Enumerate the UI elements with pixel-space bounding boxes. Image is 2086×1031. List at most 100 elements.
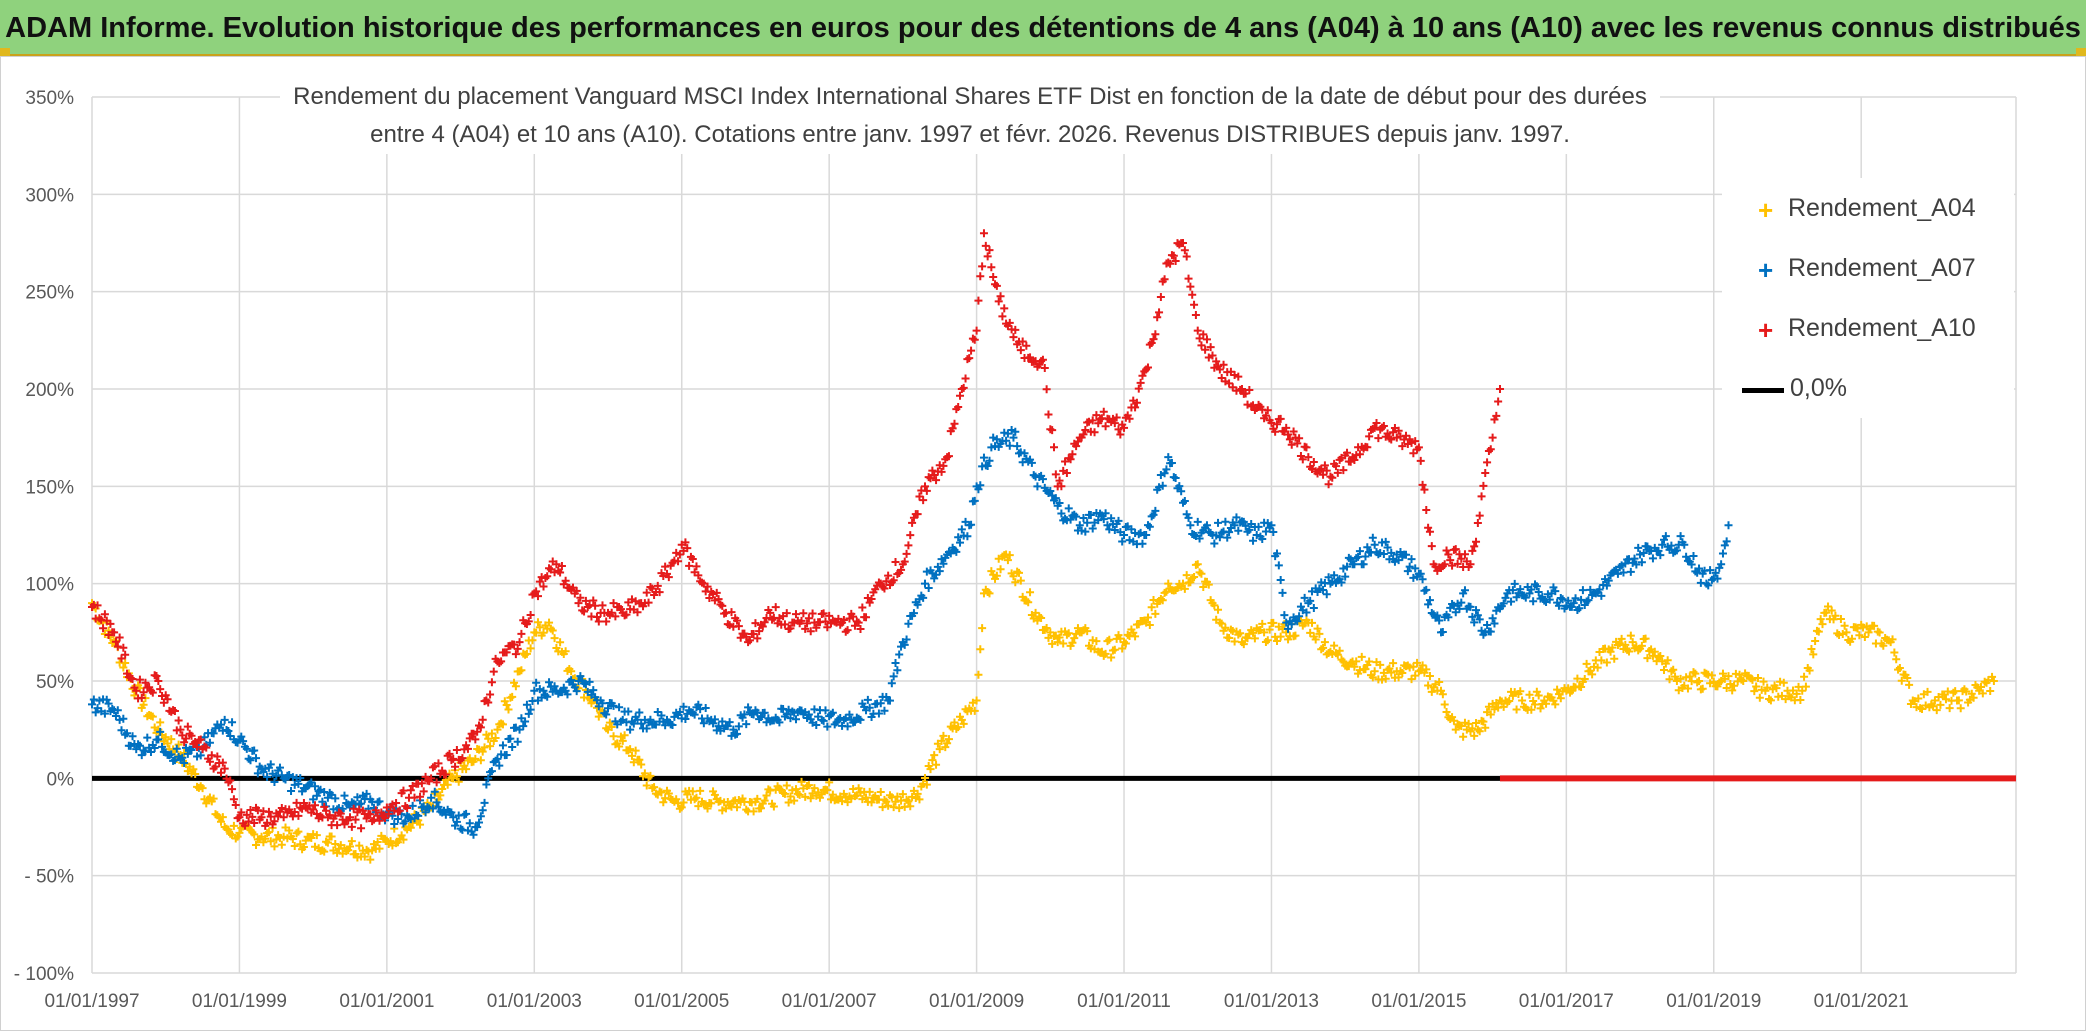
x-tick-label: 01/01/1999 — [192, 991, 287, 1012]
data-point-fill — [266, 760, 275, 769]
data-point-fill — [920, 774, 929, 783]
x-tick-label: 01/01/2011 — [1077, 991, 1171, 1012]
data-point-fill — [163, 695, 172, 704]
data-point — [1193, 326, 1202, 335]
data-point-fill — [1588, 670, 1597, 679]
data-point-fill — [959, 383, 968, 392]
data-point-fill — [1230, 637, 1239, 646]
data-point-fill — [1204, 580, 1213, 589]
data-point-fill — [1328, 473, 1337, 482]
x-tick-label: 01/01/2019 — [1666, 991, 1761, 1012]
data-point-fill — [1483, 621, 1492, 630]
x-tick-label: 01/01/1997 — [44, 991, 139, 1012]
data-point-fill — [375, 844, 384, 853]
data-point-fill — [1372, 418, 1381, 427]
data-point-fill — [1578, 586, 1587, 595]
data-point-fill — [1577, 682, 1586, 691]
data-point-fill — [965, 354, 974, 363]
data-point-fill — [476, 812, 485, 821]
data-point-fill — [1969, 693, 1978, 702]
data-point-fill — [928, 569, 937, 578]
data-point-fill — [1379, 422, 1388, 431]
data-point-fill — [1422, 505, 1431, 514]
data-point — [972, 696, 981, 705]
data-point-fill — [1929, 702, 1938, 711]
y-tick-label: 0% — [47, 769, 75, 790]
data-point-fill — [690, 710, 699, 719]
data-point-fill — [1322, 590, 1331, 599]
data-point — [1444, 550, 1453, 559]
data-point-fill — [548, 687, 557, 696]
data-point-fill — [480, 798, 489, 807]
data-point-fill — [1352, 657, 1361, 666]
data-point-fill — [270, 817, 279, 826]
data-point-fill — [714, 722, 723, 731]
data-point-fill — [432, 798, 441, 807]
data-point-fill — [1707, 671, 1716, 680]
data-point-fill — [495, 761, 504, 770]
data-point-fill — [1151, 330, 1160, 339]
data-point-fill — [1486, 627, 1495, 636]
data-point-fill — [775, 718, 784, 727]
data-point-fill — [1472, 606, 1481, 615]
data-point-fill — [1637, 558, 1646, 567]
data-point-fill — [1110, 645, 1119, 654]
data-point-fill — [351, 815, 360, 824]
data-point-fill — [296, 774, 305, 783]
data-point-fill — [121, 650, 130, 659]
data-point-fill — [1374, 434, 1383, 443]
data-point-fill — [371, 806, 380, 815]
data-point-fill — [839, 615, 848, 624]
data-point-fill — [954, 403, 963, 412]
data-point-fill — [782, 781, 791, 790]
data-point-fill — [218, 758, 227, 767]
data-point-fill — [1195, 334, 1204, 343]
data-point-fill — [180, 759, 189, 768]
data-point-fill — [884, 571, 893, 580]
data-point-fill — [275, 763, 284, 772]
data-point-fill — [277, 804, 286, 813]
data-point-fill — [287, 787, 296, 796]
data-point-fill — [970, 496, 979, 505]
data-point-fill — [635, 708, 644, 717]
data-point-fill — [644, 598, 653, 607]
data-point-fill — [825, 611, 834, 620]
data-point-fill — [1101, 509, 1110, 518]
data-point-fill — [392, 799, 401, 808]
data-point-fill — [1289, 427, 1298, 436]
data-point-fill — [1005, 441, 1014, 450]
data-point-fill — [944, 735, 953, 744]
data-point-fill — [1895, 663, 1904, 672]
data-point-fill — [486, 742, 495, 751]
data-point-fill — [1411, 437, 1420, 446]
data-point-fill — [1870, 621, 1879, 630]
data-point — [626, 745, 635, 754]
data-point-fill — [1062, 468, 1071, 477]
data-point-fill — [1859, 623, 1868, 632]
data-point-fill — [891, 557, 900, 566]
data-point-fill — [1022, 341, 1031, 350]
data-point-fill — [135, 741, 144, 750]
data-point-fill — [1177, 487, 1186, 496]
data-point-fill — [299, 799, 308, 808]
data-point-fill — [1125, 536, 1134, 545]
data-point-fill — [1724, 672, 1733, 681]
data-point-fill — [211, 762, 220, 771]
data-point-fill — [135, 675, 144, 684]
data-point — [427, 793, 436, 802]
data-point-fill — [1199, 583, 1208, 592]
data-point-fill — [1510, 579, 1519, 588]
data-point-fill — [1276, 576, 1285, 585]
data-point-fill — [985, 456, 994, 465]
data-point-fill — [237, 808, 246, 817]
data-point-fill — [1405, 562, 1414, 571]
data-point-fill — [589, 686, 598, 695]
data-point-fill — [1472, 537, 1481, 546]
data-point-fill — [218, 813, 227, 822]
data-point-fill — [1641, 634, 1650, 643]
data-point-fill — [163, 739, 172, 748]
data-point-fill — [357, 799, 366, 808]
data-point-fill — [1099, 515, 1108, 524]
data-point-fill — [563, 690, 572, 699]
data-point-fill — [884, 801, 893, 810]
